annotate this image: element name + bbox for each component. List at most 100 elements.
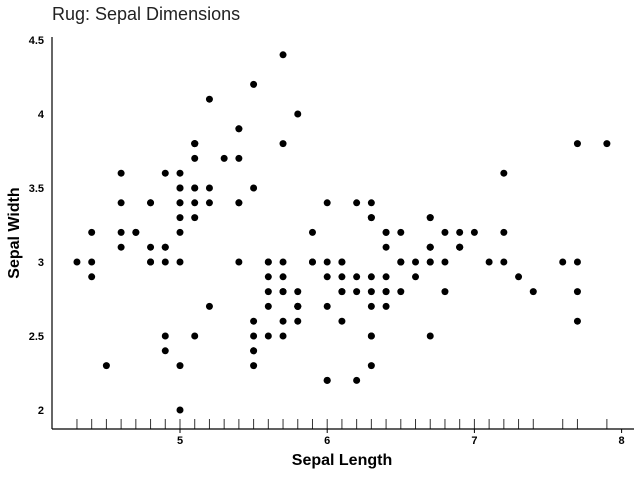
- data-point: [367, 288, 375, 296]
- x-tick-label: 7: [471, 435, 477, 447]
- data-point: [573, 288, 581, 296]
- data-point: [338, 273, 346, 281]
- data-point: [338, 288, 346, 296]
- data-point: [250, 184, 258, 192]
- data-point: [353, 376, 361, 384]
- data-point: [147, 199, 155, 207]
- data-point: [367, 332, 375, 340]
- data-point: [117, 199, 125, 207]
- data-point: [308, 258, 316, 266]
- data-point: [353, 199, 361, 207]
- data-point: [235, 154, 243, 162]
- data-point: [264, 288, 272, 296]
- data-point: [279, 51, 287, 59]
- data-point: [102, 362, 110, 370]
- data-point: [176, 169, 184, 177]
- data-point: [147, 258, 155, 266]
- data-point: [176, 228, 184, 236]
- y-axis-label: Sepal Width: [6, 187, 23, 278]
- data-point: [250, 317, 258, 325]
- data-point: [382, 288, 390, 296]
- data-point: [250, 332, 258, 340]
- data-point: [294, 288, 302, 296]
- data-point: [205, 184, 213, 192]
- data-point: [397, 228, 405, 236]
- data-point: [412, 258, 420, 266]
- data-point: [573, 140, 581, 148]
- data-point: [161, 258, 169, 266]
- data-point: [441, 288, 449, 296]
- data-point: [205, 95, 213, 103]
- data-point: [176, 199, 184, 207]
- data-point: [191, 199, 199, 207]
- data-point: [382, 228, 390, 236]
- data-point: [338, 258, 346, 266]
- x-tick-label: 5: [177, 435, 183, 447]
- data-point: [279, 332, 287, 340]
- data-point: [426, 332, 434, 340]
- data-point: [176, 214, 184, 222]
- data-point: [294, 317, 302, 325]
- y-tick-label: 4.5: [29, 35, 44, 47]
- data-point: [470, 228, 478, 236]
- data-point: [456, 243, 464, 251]
- data-point: [573, 258, 581, 266]
- data-point: [264, 302, 272, 310]
- data-point: [117, 169, 125, 177]
- data-point: [367, 302, 375, 310]
- data-point: [603, 140, 611, 148]
- x-axis-ticks: 5 6 7 8: [177, 429, 625, 447]
- data-point: [323, 273, 331, 281]
- data-point: [117, 243, 125, 251]
- data-point: [515, 273, 523, 281]
- data-point: [485, 258, 493, 266]
- data-point: [279, 140, 287, 148]
- x-rug: [76, 419, 608, 429]
- data-point: [88, 228, 96, 236]
- data-point: [264, 332, 272, 340]
- data-point: [294, 110, 302, 118]
- data-point: [338, 317, 346, 325]
- y-axis-ticks: 2 2.5 3 3.5 4 4.5: [29, 35, 45, 417]
- data-point: [191, 184, 199, 192]
- data-point: [176, 362, 184, 370]
- y-tick-label: 2.5: [29, 331, 44, 343]
- data-point: [250, 80, 258, 88]
- x-axis-label: Sepal Length: [292, 452, 392, 469]
- data-point: [235, 199, 243, 207]
- data-point: [323, 376, 331, 384]
- data-point: [235, 125, 243, 133]
- data-point: [205, 302, 213, 310]
- data-point: [88, 273, 96, 281]
- data-point: [205, 199, 213, 207]
- data-point: [529, 288, 537, 296]
- data-point: [456, 228, 464, 236]
- data-point: [308, 228, 316, 236]
- data-point: [250, 362, 258, 370]
- data-point: [412, 273, 420, 281]
- data-point: [294, 302, 302, 310]
- data-point: [191, 140, 199, 148]
- data-point: [161, 332, 169, 340]
- data-point: [397, 258, 405, 266]
- y-tick-label: 2: [38, 405, 44, 417]
- data-point: [132, 228, 140, 236]
- data-point: [323, 258, 331, 266]
- data-point: [382, 302, 390, 310]
- data-points: [73, 51, 611, 414]
- data-point: [382, 273, 390, 281]
- data-point: [323, 302, 331, 310]
- data-point: [367, 273, 375, 281]
- data-point: [559, 258, 567, 266]
- y-tick-label: 4: [38, 109, 45, 121]
- data-point: [397, 288, 405, 296]
- data-point: [161, 169, 169, 177]
- y-tick-label: 3.5: [29, 183, 44, 195]
- data-point: [264, 258, 272, 266]
- data-point: [161, 243, 169, 251]
- data-point: [500, 258, 508, 266]
- data-point: [176, 258, 184, 266]
- data-point: [191, 332, 199, 340]
- data-point: [279, 258, 287, 266]
